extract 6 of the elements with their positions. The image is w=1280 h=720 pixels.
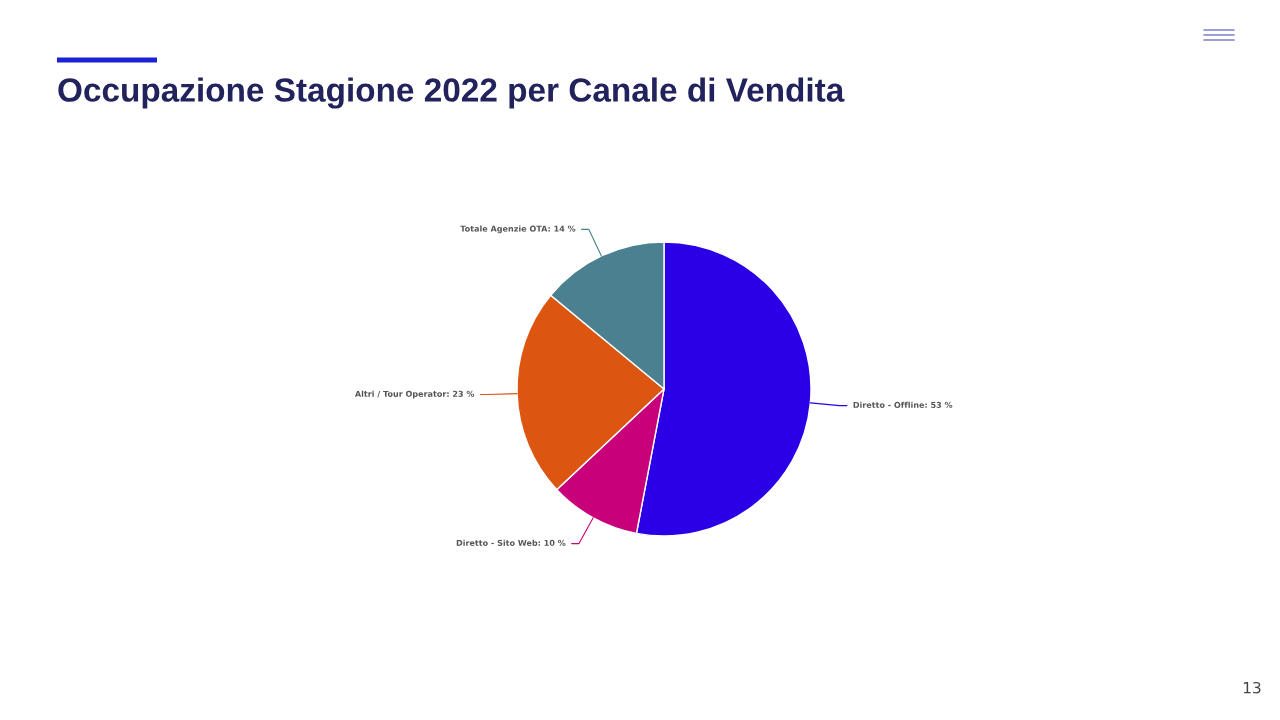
slice-label: Diretto - Sito Web: 10 %: [456, 539, 566, 546]
slice-label: Totale Agenzie OTA: 14 %: [460, 225, 576, 234]
slice-label: Diretto - Offline: 53 %: [853, 401, 953, 408]
chart-title: Occupazione Stagione 2022 per Canale di Vendita: [58, 77, 845, 109]
slice-label: Altri / Tour Operator: 23 %: [354, 390, 475, 399]
text: 13: [1243, 681, 1261, 694]
